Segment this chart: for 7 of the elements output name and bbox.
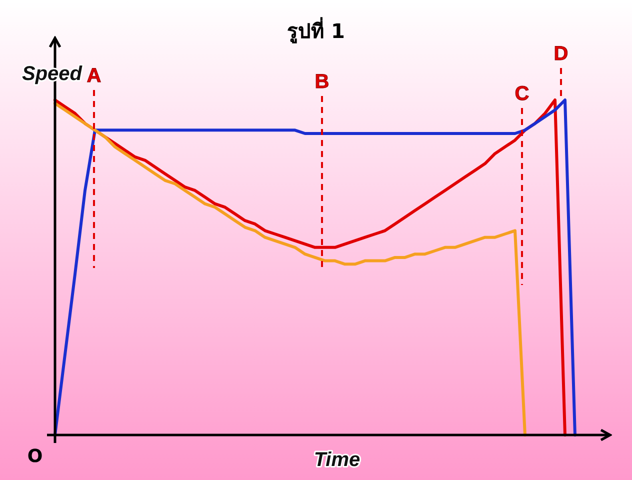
annotation: C	[514, 83, 530, 105]
x-axis-title: Time	[314, 449, 360, 471]
chart-title: รูปที่ 1	[287, 16, 345, 45]
text: O	[27, 446, 43, 467]
text: A	[86, 65, 102, 87]
text: B	[314, 71, 330, 93]
text: D	[554, 43, 568, 65]
